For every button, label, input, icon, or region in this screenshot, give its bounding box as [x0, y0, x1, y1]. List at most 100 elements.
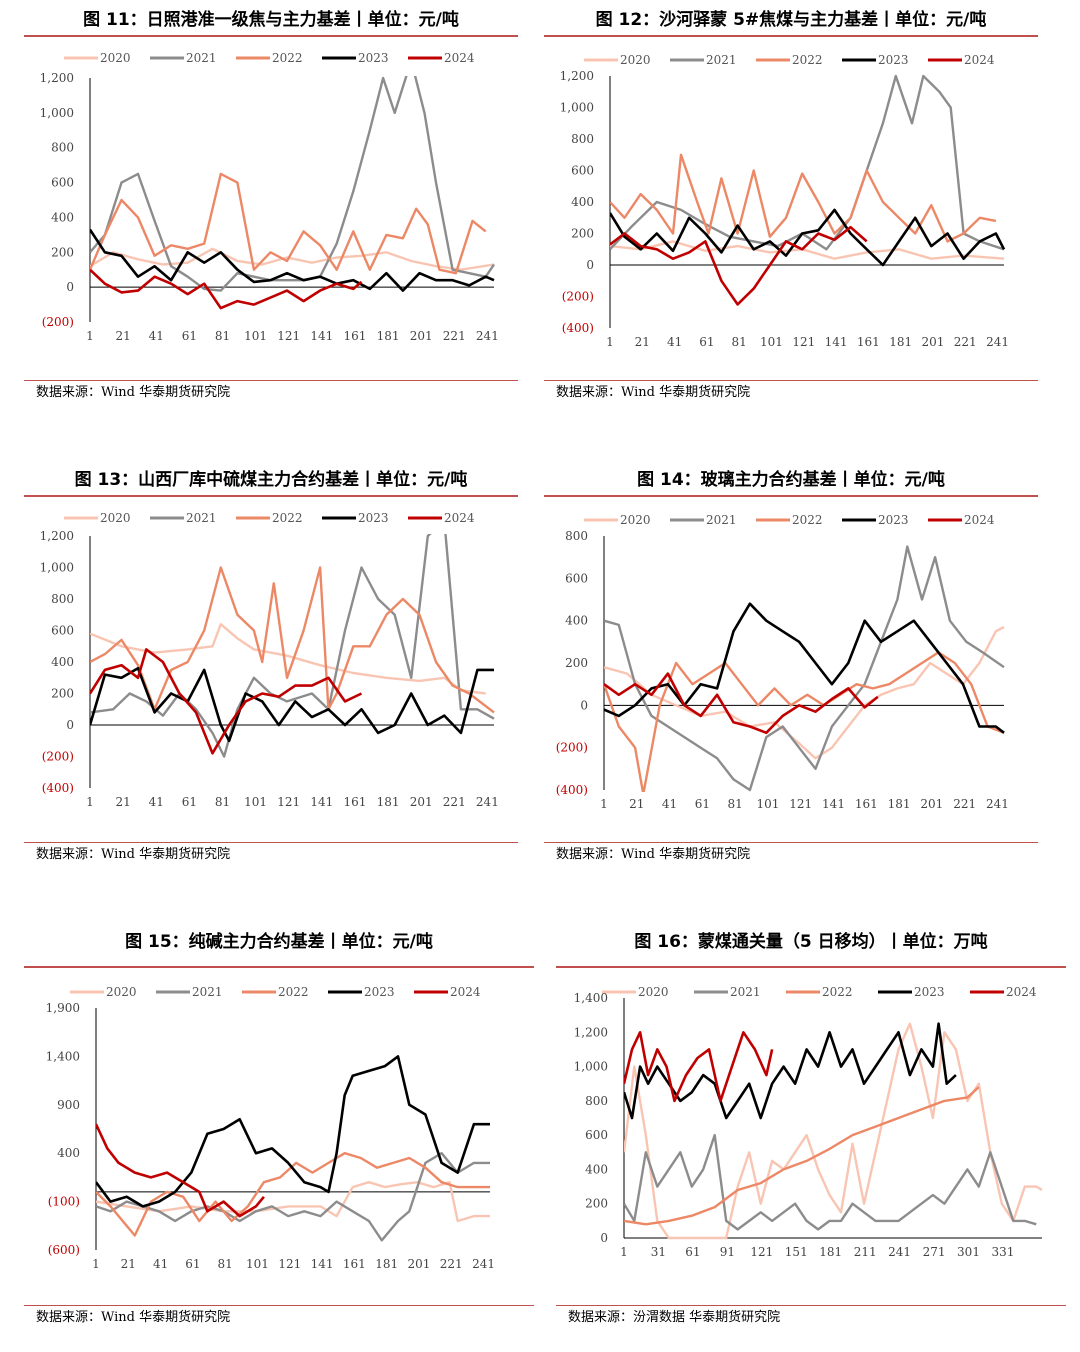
- legend-label-2020: 2020: [100, 511, 131, 525]
- source-rule: [544, 380, 1038, 381]
- series-line-2024: [624, 1030, 774, 1103]
- series-line-2022: [90, 172, 487, 275]
- y-tick-label: (200): [562, 290, 594, 304]
- legend-label-2021: 2021: [192, 985, 223, 999]
- y-tick-label: 1,200: [40, 71, 74, 85]
- x-tick-label: 181: [888, 797, 911, 811]
- y-tick-label: 800: [51, 141, 74, 155]
- x-tick-label: 41: [667, 335, 682, 349]
- legend-label-2023: 2023: [878, 53, 909, 67]
- x-tick-label: 1: [86, 329, 94, 343]
- series-line-2021: [624, 1133, 1037, 1231]
- legend-label-2021: 2021: [706, 513, 737, 527]
- y-tick-label: 600: [585, 1128, 608, 1142]
- y-tick-label: 900: [57, 1098, 80, 1112]
- x-tick-label: 61: [695, 797, 710, 811]
- series-line-2020: [90, 622, 486, 695]
- y-tick-label: 200: [571, 227, 594, 241]
- legend-label-2021: 2021: [186, 511, 217, 525]
- x-tick-label: 21: [115, 795, 130, 809]
- y-tick-label: 1,200: [40, 529, 74, 543]
- source-rule: [544, 842, 1038, 843]
- chart-title: 图 12：沙河驿蒙 5#焦煤与主力基差丨单位：元/吨: [595, 10, 987, 30]
- legend-label-2024: 2024: [964, 513, 995, 527]
- y-tick-label: 0: [580, 698, 588, 712]
- chart-title: 图 15：纯碱主力合约基差丨单位：元/吨: [125, 932, 433, 952]
- series-line-2022: [90, 566, 495, 714]
- series-line-2023: [610, 208, 1006, 267]
- y-tick-label: 1,000: [560, 101, 594, 115]
- x-tick-label: 271: [923, 1245, 946, 1259]
- x-tick-label: 211: [854, 1245, 877, 1259]
- y-tick-label: 0: [66, 718, 74, 732]
- source-rule: [556, 1305, 1066, 1306]
- legend-label-2024: 2024: [450, 985, 481, 999]
- x-tick-label: 21: [115, 329, 130, 343]
- legend-label-2020: 2020: [620, 53, 651, 67]
- x-tick-label: 161: [343, 1257, 366, 1271]
- x-tick-label: 1: [92, 1257, 100, 1271]
- y-tick-label: 1,400: [46, 1049, 80, 1063]
- legend-label-2021: 2021: [730, 985, 761, 999]
- chart-title: 图 14：玻璃主力合约基差丨单位：元/吨: [637, 470, 945, 490]
- y-tick-label: 1,000: [40, 106, 74, 120]
- x-tick-label: 21: [635, 335, 650, 349]
- x-tick-label: 101: [760, 335, 783, 349]
- series-line-2020: [604, 625, 1005, 760]
- legend-label-2023: 2023: [358, 511, 389, 525]
- series-line-2022: [96, 1151, 490, 1237]
- x-tick-label: 41: [149, 795, 164, 809]
- title-rule: [544, 35, 1038, 37]
- y-tick-label: 600: [51, 176, 74, 190]
- series-line-2023: [96, 1055, 490, 1208]
- x-tick-label: 1: [600, 797, 608, 811]
- series-line-2020: [624, 1022, 1043, 1240]
- y-tick-label: 400: [565, 614, 588, 628]
- chart-svg: 2020 2021 2022 2023 2024 (200) 0 200 400 600 800 1,…: [40, 51, 499, 343]
- title-rule: [24, 35, 518, 37]
- y-tick-label: 1,000: [574, 1060, 608, 1074]
- y-tick-label: (400): [562, 321, 594, 335]
- x-tick-label: 241: [888, 1245, 911, 1259]
- x-tick-label: 181: [377, 795, 400, 809]
- series-line-2021: [604, 545, 1005, 792]
- x-tick-label: 161: [343, 795, 366, 809]
- series-line-2020: [90, 247, 495, 271]
- legend-label-2023: 2023: [358, 51, 389, 65]
- y-tick-label: 1,200: [560, 69, 594, 83]
- x-tick-label: 1: [606, 335, 614, 349]
- y-tick-label: (200): [556, 741, 588, 755]
- x-tick-label: 101: [244, 329, 267, 343]
- chart-svg: 2020 2021 2022 2023 2024 (400) (200) 0 200 400 600…: [556, 513, 1009, 811]
- y-tick-label: 0: [600, 1231, 608, 1245]
- x-tick-label: 41: [662, 797, 677, 811]
- x-tick-label: 221: [440, 1257, 463, 1271]
- x-tick-label: 1: [620, 1245, 628, 1259]
- legend-label-2020: 2020: [106, 985, 137, 999]
- x-tick-label: 141: [311, 1257, 334, 1271]
- series-line-2022: [604, 651, 1005, 792]
- x-tick-label: 181: [819, 1245, 842, 1259]
- legend-label-2020: 2020: [100, 51, 131, 65]
- x-tick-label: 241: [986, 335, 1009, 349]
- x-tick-label: 41: [153, 1257, 168, 1271]
- series-line-2024: [604, 672, 879, 735]
- x-tick-label: 81: [215, 329, 230, 343]
- legend-label-2024: 2024: [444, 511, 475, 525]
- x-tick-label: 201: [920, 797, 943, 811]
- legend-label-2022: 2022: [792, 53, 823, 67]
- y-tick-label: 200: [565, 656, 588, 670]
- y-tick-label: (200): [42, 315, 74, 329]
- series-line-2023: [604, 602, 1005, 734]
- x-tick-label: 221: [953, 797, 976, 811]
- x-tick-label: 121: [277, 795, 300, 809]
- x-tick-label: 221: [954, 335, 977, 349]
- chart-panel-14: 图 14：玻璃主力合约基差丨单位：元/吨 2020 2021 2022 2023 202…: [544, 460, 1038, 870]
- x-tick-label: 41: [149, 329, 164, 343]
- series-line-2021: [90, 534, 495, 758]
- y-tick-label: (100): [48, 1195, 80, 1209]
- x-tick-label: 201: [407, 1257, 430, 1271]
- y-tick-label: (400): [42, 781, 74, 795]
- y-tick-label: 800: [565, 529, 588, 543]
- x-tick-label: 81: [215, 795, 230, 809]
